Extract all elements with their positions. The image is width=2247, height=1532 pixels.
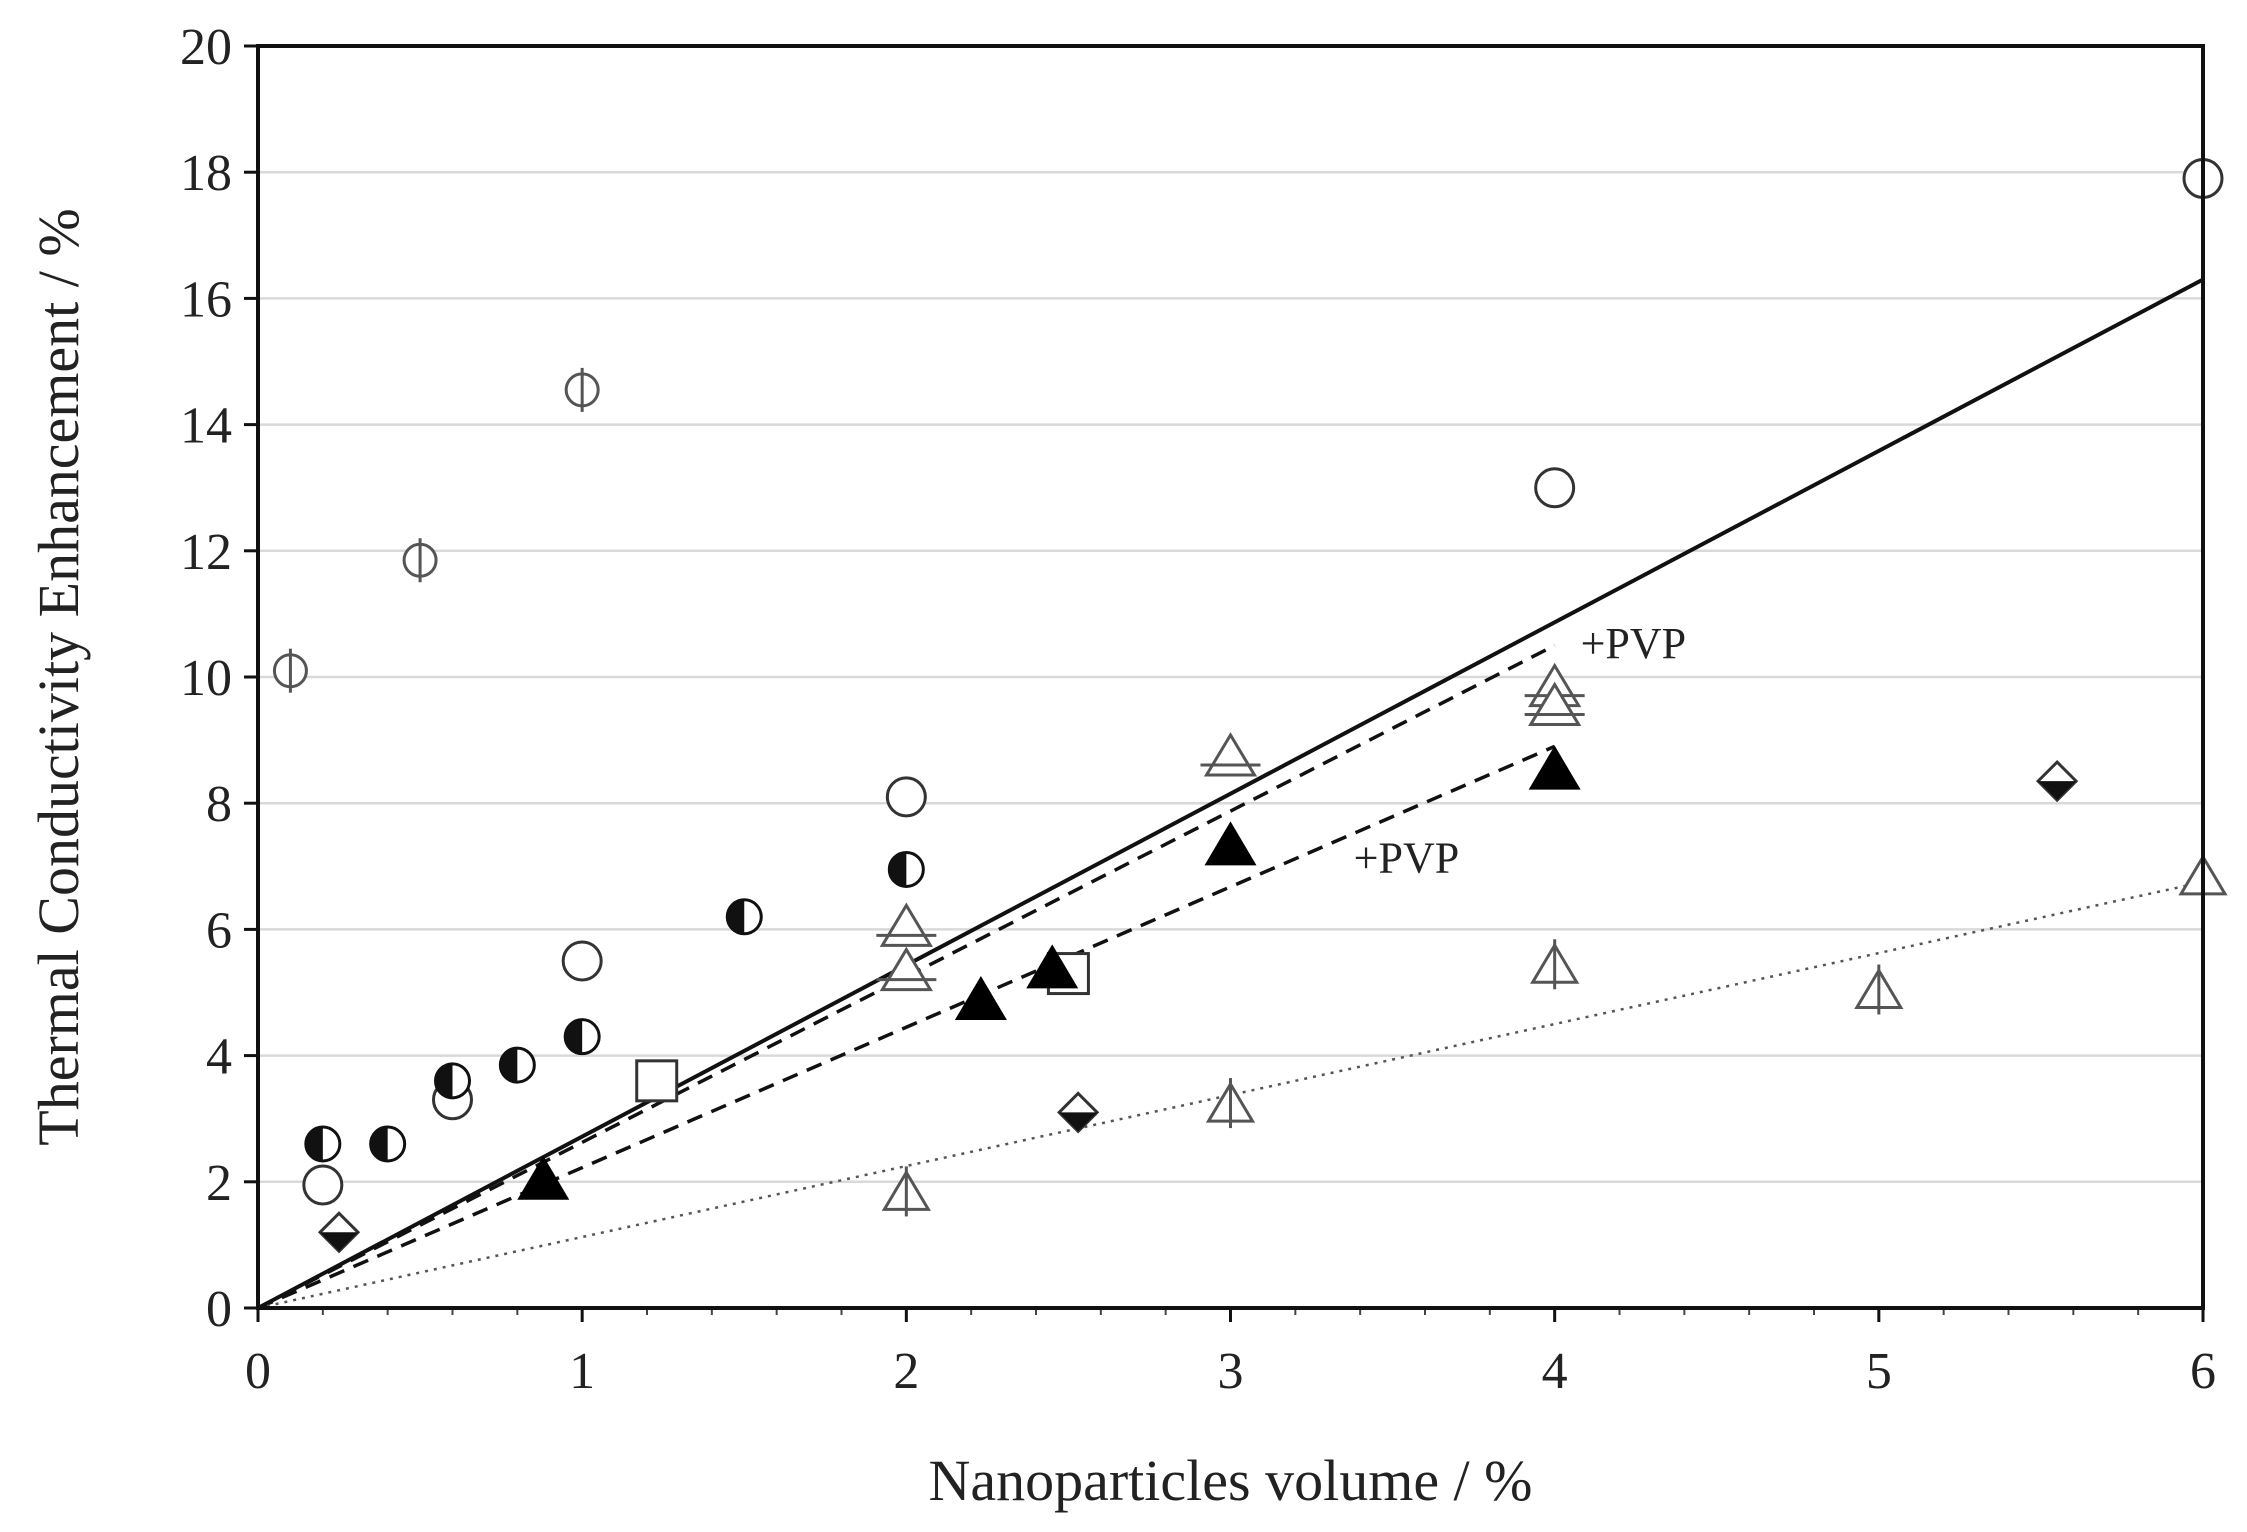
- triangle-shape: [517, 1155, 570, 1200]
- y-axis-title: Thermal Conductivity Enhancement / %: [26, 208, 91, 1145]
- circle-with-bar-series: [272, 367, 600, 693]
- fit-lines: [257, 277, 2204, 1310]
- circle-half-fill: [565, 1019, 583, 1054]
- y-tick-label: 0: [206, 1281, 232, 1338]
- triangle-with-bar-point: [1200, 732, 1261, 777]
- x-tick-label: 2: [893, 1343, 919, 1400]
- pvp-annotation: +PVP: [1581, 619, 1687, 668]
- open-circle-point: [302, 1164, 344, 1206]
- y-tick-label: 8: [206, 776, 232, 833]
- data-points: [272, 158, 2228, 1254]
- half-filled-circle-point: [887, 850, 925, 888]
- filled-triangle-point: [517, 1155, 570, 1200]
- x-tick-label: 1: [569, 1343, 595, 1400]
- circle-half-fill: [370, 1126, 388, 1161]
- triangle-shape: [1204, 821, 1257, 866]
- half-filled-circle-point: [725, 898, 763, 936]
- x-tick-label: 6: [2190, 1343, 2216, 1400]
- diamond-half-fill: [320, 1232, 359, 1252]
- diamond-half-fill: [1059, 1112, 1098, 1132]
- half-filled-circle-point: [304, 1125, 342, 1163]
- pvp-annotation: +PVP: [1354, 834, 1460, 883]
- y-tick-label: 2: [206, 1155, 232, 1212]
- half-filled-circle-series: [304, 850, 925, 1163]
- fit-dashed-lower-line: [257, 744, 1556, 1310]
- half-filled-circle-point: [563, 1018, 601, 1056]
- filled-triangle-point: [1026, 944, 1079, 989]
- half-filled-diamond-series: [317, 759, 2079, 1254]
- filled-triangle-point: [1528, 745, 1581, 790]
- y-tick-label: 6: [206, 902, 232, 959]
- filled-triangle-point: [1204, 821, 1257, 866]
- triangle-with-bar-point: [876, 902, 937, 947]
- open-circle-point: [885, 776, 927, 818]
- open-circle-point: [561, 940, 603, 982]
- y-tick-label: 14: [180, 398, 232, 455]
- half-filled-diamond-point: [317, 1211, 361, 1254]
- circle-with-bar-point: [564, 367, 600, 412]
- filled-triangle-point: [954, 975, 1007, 1020]
- y-tick-label: 20: [180, 19, 232, 76]
- triangle-with-bar-point: [876, 946, 937, 992]
- y-tick-label: 10: [180, 650, 232, 707]
- circle-with-bar-point: [272, 648, 308, 693]
- triangle-shape: [1026, 944, 1079, 989]
- triangle-with-vertical-point: [881, 1166, 931, 1217]
- half-filled-circle-point: [369, 1125, 407, 1163]
- circle-half-fill: [727, 899, 745, 934]
- x-tick-label: 5: [1866, 1343, 1892, 1400]
- half-filled-diamond-point: [1057, 1091, 1100, 1134]
- diamond-half-fill: [2038, 781, 2077, 801]
- half-filled-circle-point: [498, 1046, 536, 1084]
- triangle-with-vertical-series: [881, 850, 2228, 1217]
- triangle-with-bar-point: [1524, 681, 1585, 727]
- triangle-with-vertical-point: [1854, 964, 1904, 1015]
- square-shape: [635, 1059, 679, 1103]
- plot-frame: [256, 44, 2205, 1310]
- triangle-with-vertical-point: [1530, 939, 1580, 990]
- triangle-shape: [879, 902, 933, 947]
- filled-triangle-series: [517, 745, 1581, 1200]
- y-tick-label: 4: [206, 1029, 232, 1086]
- circle-half-fill: [500, 1048, 518, 1083]
- circle-shape: [302, 1164, 344, 1206]
- triangle-shape: [954, 975, 1007, 1020]
- x-tick-label: 3: [1218, 1343, 1244, 1400]
- triangle-with-vertical-point: [1205, 1078, 1256, 1129]
- triangle-shape: [1203, 732, 1258, 777]
- circle-half-fill: [305, 1126, 323, 1161]
- open-circle-point: [1534, 467, 1576, 509]
- half-filled-diamond-point: [2036, 759, 2079, 803]
- grid-lines: [258, 170, 2203, 1184]
- fit-solid-line: [257, 277, 2204, 1310]
- annotations: +PVP +PVP: [1354, 619, 1686, 883]
- circle-with-bar-point: [402, 538, 438, 583]
- y-tick-label: 18: [180, 145, 232, 202]
- y-tick-label: 16: [180, 271, 232, 328]
- half-filled-circle-point: [434, 1062, 471, 1100]
- circle-shape: [561, 940, 603, 982]
- circle-half-fill: [889, 852, 907, 887]
- open-square-point: [635, 1059, 679, 1103]
- circle-half-fill: [435, 1063, 453, 1098]
- circle-shape: [1534, 467, 1576, 509]
- y-tick-label: 12: [180, 524, 232, 581]
- x-tick-label: 4: [1542, 1343, 1568, 1400]
- x-axis-title: Nanoparticles volume / %: [929, 1448, 1533, 1513]
- triangle-with-bar-series: [876, 662, 1585, 992]
- triangle-shape: [1528, 745, 1581, 790]
- circle-shape: [885, 776, 927, 818]
- x-tick-label: 0: [245, 1343, 271, 1400]
